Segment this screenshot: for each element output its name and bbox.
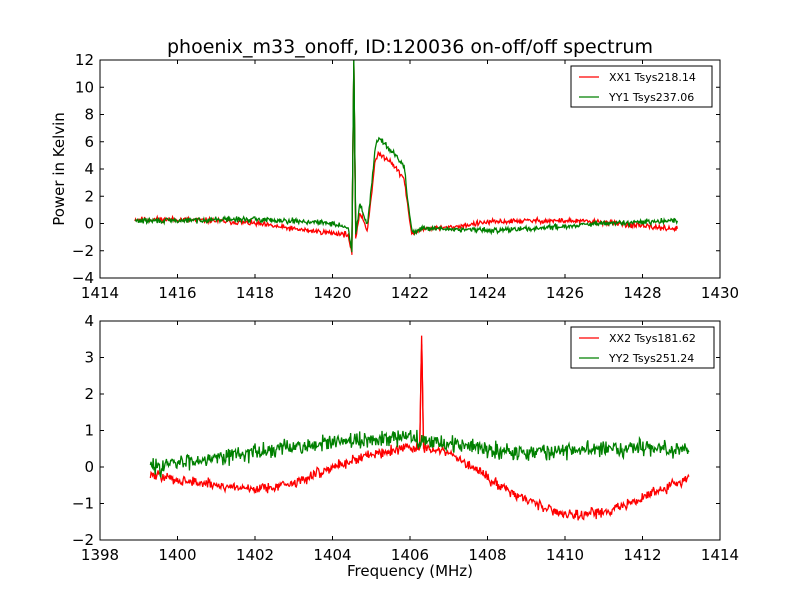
bottom-x-tick-label: 1414 [701,546,739,564]
top-y-tick-label: 4 [84,160,94,178]
bottom-x-tick-label: 1408 [468,546,506,564]
bottom-x-tick-label: 1402 [236,546,274,564]
bottom-x-tick-label: 1410 [546,546,584,564]
top-chart-title: phoenix_m33_onoff, ID:120036 on-off/off … [167,36,653,58]
bottom-x-tick-label: 1406 [391,546,429,564]
top-x-tick-label: 1414 [81,284,119,302]
top-y-tick-label: 8 [84,106,94,124]
top-legend-box [570,65,713,108]
bottom-y-tick-label: 3 [84,349,94,367]
bottom-series-1-spike [419,335,425,449]
top-legend: XX1 Tsys218.14 YY1 Tsys237.06 [570,65,713,108]
bottom-y-tick-label: 0 [84,458,94,476]
top-x-tick-label: 1426 [546,284,584,302]
top-x-tick-label: 1428 [623,284,661,302]
top-x-tick-label: 1416 [158,284,196,302]
top-series-1-line [134,62,679,253]
top-legend-label-1: XX1 Tsys218.14 [609,71,696,84]
top-y-axis-label: Power in Kelvin [50,112,68,226]
bottom-x-tick-label: 1400 [158,546,196,564]
bottom-y-tick-label: −2 [72,531,94,549]
top-x-tick-label: 1424 [468,284,506,302]
bottom-legend-label-1: XX2 Tsys181.62 [609,332,696,345]
top-y-tick-label: 6 [84,133,94,151]
top-y-tick-label: 2 [84,187,94,205]
top-y-tick-label: 12 [75,51,94,69]
top-x-tick-label: 1418 [236,284,274,302]
top-x-tick-label: 1422 [391,284,429,302]
top-plot-panel: 1414 1416 1418 1420 1422 1424 1426 1428 1430 −4 −2… [72,51,739,302]
top-x-tick-label: 1430 [701,284,739,302]
top-series-2-line [134,60,679,250]
bottom-x-tick-label: 1398 [81,546,119,564]
top-legend-label-2: YY1 Tsys237.06 [608,91,694,104]
top-y-tick-label: 10 [75,78,94,96]
top-y-tick-label: −2 [72,242,94,260]
bottom-x-axis-label: Frequency (MHz) [347,562,473,580]
bottom-plot-panel: 1398 1400 1402 1404 1406 1408 1410 1412 1414−2−1… [72,312,739,564]
bottom-x-tick-label: 1412 [623,546,661,564]
top-y-tick-label: 0 [84,215,94,233]
top-y-tick-label: −4 [72,269,94,287]
bottom-legend-label-2: YY2 Tsys251.24 [608,352,694,365]
bottom-x-tick-label: 1404 [313,546,351,564]
bottom-series-2-line [149,429,690,479]
top-series-2-spike [351,60,357,253]
top-x-tick-label: 1420 [313,284,351,302]
bottom-legend-box [570,326,715,369]
bottom-legend: XX2 Tsys181.62 YY2 Tsys251.24 [570,326,715,369]
bottom-y-tick-label: 4 [84,312,94,330]
bottom-y-tick-label: 1 [84,422,94,440]
bottom-y-tick-label: 2 [84,385,94,403]
bottom-y-tick-label: −1 [72,495,94,513]
